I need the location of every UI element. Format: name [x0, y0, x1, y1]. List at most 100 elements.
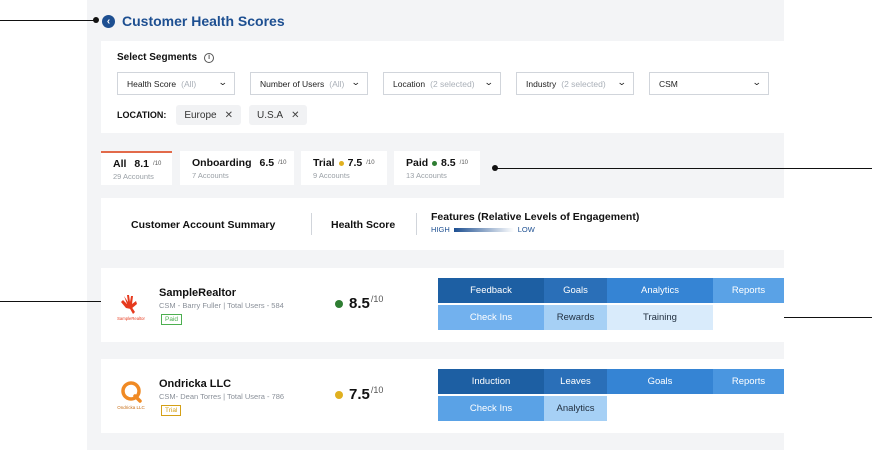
close-icon[interactable]: ✕ — [224, 109, 233, 121]
filter-health-score[interactable]: Health Score (All) ⌄ — [117, 72, 235, 95]
account-meta: CSM - Barry Fuller | Total Users - 584 — [159, 301, 284, 310]
tab-label: All — [113, 158, 127, 170]
account-card[interactable]: SampleRealtor SampleRealtor CSM - Barry … — [101, 268, 784, 342]
tile-label: Reports — [731, 376, 766, 387]
filter-label: CSM — [659, 78, 678, 89]
chevron-down-icon: ⌄ — [617, 77, 628, 87]
engagement-legend: HIGH LOW — [431, 225, 535, 234]
filter-industry[interactable]: Industry (2 selected) ⌄ — [516, 72, 634, 95]
feature-tile-check-ins[interactable]: Check Ins — [438, 305, 544, 330]
health-score: 8.5 /10 — [335, 294, 384, 312]
meta-separator: | — [223, 392, 227, 401]
filter-number-of-users[interactable]: Number of Users (All) ⌄ — [250, 72, 368, 95]
chevron-down-icon: ⌄ — [351, 77, 362, 87]
legend-low: LOW — [517, 225, 535, 234]
segments-heading-label: Select Segments — [117, 52, 198, 63]
tile-label: Analytics — [556, 403, 595, 414]
filter-label: Number of Users — [260, 78, 325, 89]
account-card[interactable]: Ondricka LLC Ondricka LLC CSM- Dean Torr… — [101, 359, 784, 433]
location-chip: U.S.A ✕ — [248, 105, 308, 125]
feature-tile-analytics[interactable]: Analytics — [607, 278, 713, 303]
tab-title-line: Trial 7.5/10 — [313, 157, 375, 169]
meta-separator: | — [223, 301, 228, 310]
feature-tile-reports[interactable]: Reports — [713, 278, 784, 303]
health-score-value: 8.5 — [349, 295, 370, 312]
tile-label: Goals — [647, 376, 673, 387]
health-score-denominator: /10 — [370, 294, 384, 304]
feature-tile-training[interactable]: Training — [607, 305, 713, 330]
tile-label: Induction — [471, 376, 511, 387]
status-dot — [432, 160, 438, 166]
account-users: Total Users - 584 — [227, 301, 284, 310]
filter-value: (2 selected) — [561, 78, 606, 89]
filter-value: (2 selected) — [430, 78, 475, 89]
tab-title-line: Onboarding 6.5/10 — [192, 157, 286, 169]
info-icon[interactable]: i — [204, 52, 215, 63]
chip-label: U.S.A — [256, 109, 284, 121]
feature-tile-analytics[interactable]: Analytics — [544, 396, 607, 421]
svg-text:Ondricka LLC: Ondricka LLC — [117, 405, 145, 410]
location-label: LOCATION: — [117, 110, 167, 120]
feature-tile-rewards[interactable]: Rewards — [544, 305, 607, 330]
filter-value: (All) — [181, 78, 197, 89]
divider — [311, 213, 312, 235]
account-name: SampleRealtor — [159, 287, 237, 299]
tile-label: Feedback — [470, 285, 512, 296]
feature-tile-induction[interactable]: Induction — [438, 369, 544, 394]
column-header-account: Customer Account Summary — [131, 219, 276, 231]
annotation-dot-tabs — [492, 165, 498, 171]
tile-label: Training — [643, 312, 677, 323]
feature-tile-goals[interactable]: Goals — [607, 369, 713, 394]
tab-score-denominator: /10 — [153, 161, 162, 167]
segments-panel: Select Segments i Health Score (All) ⌄ N… — [101, 41, 784, 133]
back-arrow-icon[interactable]: ‹ — [102, 14, 115, 28]
feature-tile-feedback[interactable]: Feedback — [438, 278, 544, 303]
tab-score: 7.5 — [347, 157, 363, 169]
tab-onboarding[interactable]: Onboarding 6.5/10 7 Accounts — [180, 151, 294, 185]
page-header: ‹ Customer Health Scores — [102, 13, 285, 29]
tab-label: Trial — [313, 157, 335, 169]
chevron-down-icon: ⌄ — [218, 77, 229, 87]
annotation-line-account — [0, 301, 113, 302]
tab-trial[interactable]: Trial 7.5/10 9 Accounts — [301, 151, 387, 185]
tab-label: Onboarding — [192, 157, 252, 169]
tab-score: 6.5 — [259, 157, 275, 169]
tab-title-line: Paid 8.5/10 — [406, 157, 468, 169]
divider — [416, 213, 417, 235]
filter-csm[interactable]: CSM ⌄ — [649, 72, 769, 95]
status-badge: Paid — [161, 314, 183, 325]
account-csm: CSM - Barry Fuller — [159, 301, 222, 310]
filter-label: Health Score — [127, 78, 177, 89]
filter-location[interactable]: Location (2 selected) ⌄ — [383, 72, 501, 95]
filter-label: Industry — [526, 78, 557, 89]
tab-all[interactable]: All 8.1/10 29 Accounts — [101, 151, 172, 185]
tab-score-denominator: /10 — [459, 160, 468, 166]
tile-label: Rewards — [556, 312, 595, 323]
account-name: Ondricka LLC — [159, 378, 232, 390]
tile-label: Analytics — [640, 285, 679, 296]
samplerealtor-logo: SampleRealtor — [117, 295, 145, 321]
health-score-denominator: /10 — [370, 385, 384, 395]
tab-account-count: 7 Accounts — [192, 171, 229, 180]
ondricka-logo: Ondricka LLC — [117, 381, 146, 410]
tab-paid[interactable]: Paid 8.5/10 13 Accounts — [394, 151, 480, 185]
health-score: 7.5 /10 — [335, 385, 384, 403]
health-dot — [335, 390, 343, 399]
account-users: Total Usera - 786 — [226, 392, 285, 401]
feature-tile-check-ins[interactable]: Check Ins — [438, 396, 544, 421]
feature-tile-goals[interactable]: Goals — [544, 278, 607, 303]
feature-tile-reports[interactable]: Reports — [713, 369, 784, 394]
tab-score: 8.1 — [134, 158, 150, 170]
tile-label: Check Ins — [469, 312, 513, 323]
filter-value: (All) — [329, 78, 345, 89]
close-icon[interactable]: ✕ — [291, 109, 300, 121]
chevron-down-icon: ⌄ — [752, 77, 763, 87]
account-csm: CSM- Dean Torres — [159, 392, 221, 401]
feature-tile-leaves[interactable]: Leaves — [544, 369, 607, 394]
annotation-dot-title — [93, 17, 99, 23]
segments-heading: Select Segments i — [117, 52, 215, 63]
location-row: LOCATION: Europe ✕ U.S.A ✕ — [117, 105, 308, 125]
tab-account-count: 29 Accounts — [113, 172, 154, 181]
tab-score-denominator: /10 — [278, 160, 287, 166]
tab-account-count: 9 Accounts — [313, 171, 350, 180]
